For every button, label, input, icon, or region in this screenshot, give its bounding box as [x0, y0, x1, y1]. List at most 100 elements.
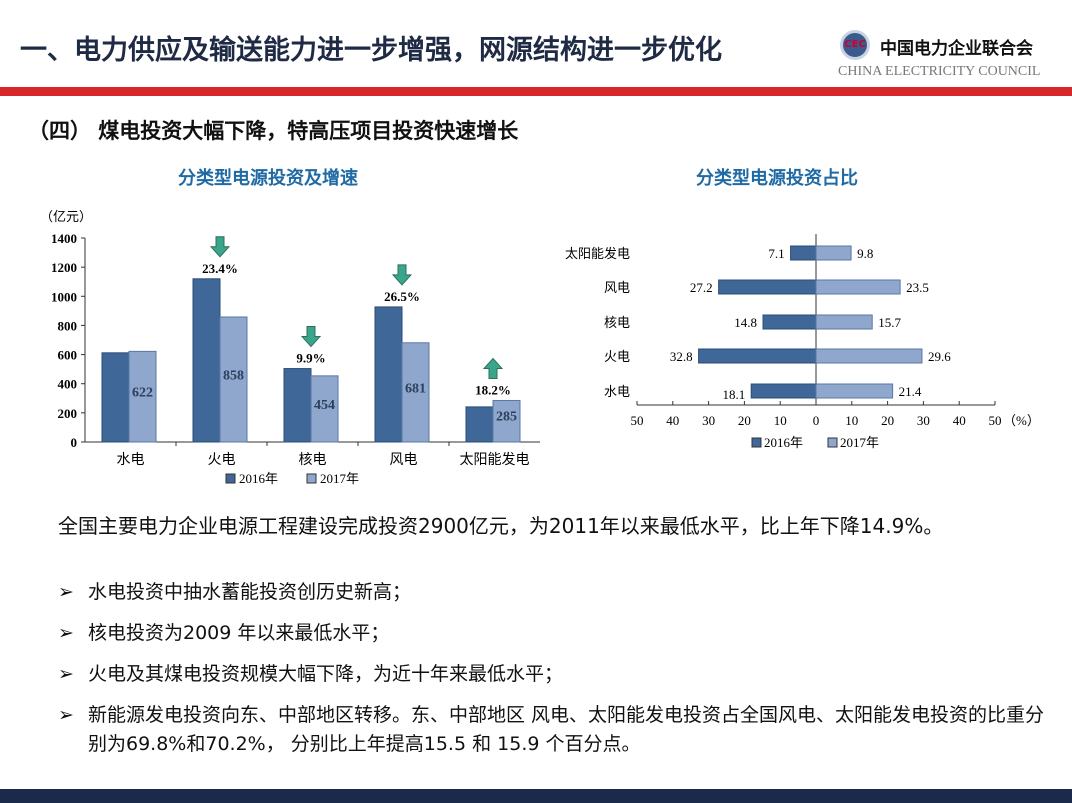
arrow-bullet-icon: ➢ — [58, 663, 74, 685]
bullet-text: 核电投资为2009 年以来最低水平； — [88, 622, 390, 644]
y-category-label: 核电 — [604, 316, 630, 331]
x-tick-label: 水电 — [117, 452, 145, 468]
bullet-text: 新能源发电投资向东、中部地区转移。东、中部地区 风电、太阳能发电投资占全国风电、… — [88, 704, 1045, 755]
x-tick-label: 30 — [702, 413, 715, 428]
bar-label-2017: 622 — [132, 386, 153, 401]
bar-label-2017: 29.6 — [928, 349, 951, 364]
x-tick-label: 50 — [989, 413, 1002, 428]
arrow-down-icon — [209, 236, 231, 258]
x-tick-label: 核电 — [299, 452, 327, 468]
bar-label-2017: 858 — [223, 368, 244, 383]
legend-label-2017: 2017年 — [840, 435, 879, 450]
bar-2016 — [101, 352, 130, 443]
bar-2016 — [750, 383, 817, 399]
y-tick-label: 1200 — [51, 260, 77, 275]
x-tick-label: 10 — [774, 413, 787, 428]
bar-2017 — [492, 399, 521, 443]
cec-logo: CEC 中国电力企业联合会 CHINA ELECTRICITY COUNCIL — [838, 28, 1063, 83]
x-tick-label: 40 — [953, 413, 966, 428]
y-category-label: 火电 — [604, 350, 630, 365]
logo-cn: 中国电力企业联合会 — [880, 39, 1033, 59]
bullet-list: ➢ 水电投资中抽水蓄能投资创历史新高； ➢ 核电投资为2009 年以来最低水平； ➢… — [58, 578, 1048, 771]
summary-text: 全国主要电力企业电源工程建设完成投资2900亿元，为2011年以来最低水平，比上… — [58, 514, 944, 538]
x-tick-label: 太阳能发电 — [460, 452, 530, 468]
chart2-title: 分类型电源投资占比 — [696, 168, 858, 189]
bar-label-2017: 681 — [405, 381, 426, 396]
logo-en: CHINA ELECTRICITY COUNCIL — [838, 64, 1041, 79]
legend-swatch-2016 — [751, 437, 762, 448]
legend-swatch-2017 — [306, 473, 317, 484]
bar-2017 — [815, 314, 873, 330]
x-tick-label: 0 — [813, 413, 820, 428]
bar-label-2016: 7.1 — [768, 246, 784, 261]
bullet-item: ➢ 水电投资中抽水蓄能投资创历史新高； — [58, 578, 1048, 607]
slide-title: 一、电力供应及输送能力进一步增强，网源结构进一步优化 — [20, 35, 722, 66]
bar-2016 — [790, 245, 817, 261]
bar-2016 — [718, 279, 817, 295]
bar-2017 — [401, 342, 430, 443]
arrow-bullet-icon: ➢ — [58, 704, 74, 726]
x-tick-label: 火电 — [208, 452, 236, 468]
legend-label-2016: 2016年 — [239, 471, 278, 486]
header-divider — [0, 87, 1072, 96]
bar-label-2016: 14.8 — [734, 315, 757, 330]
bar-label-2017: 23.5 — [906, 280, 929, 295]
section-subtitle: （四） 煤电投资大幅下降，特高压项目投资快速增长 — [28, 119, 519, 143]
x-tick-label: 20 — [738, 413, 751, 428]
legend-label-2017: 2017年 — [320, 471, 359, 486]
chart1-title: 分类型电源投资及增速 — [178, 168, 358, 189]
growth-label: 18.2% — [475, 382, 511, 397]
y-tick-label: 800 — [58, 318, 78, 333]
x-tick-label: 风电 — [390, 452, 418, 468]
y-category-label: 太阳能发电 — [565, 246, 630, 262]
bullet-text: 火电及其煤电投资规模大幅下降，为近十年来最低水平； — [88, 663, 564, 685]
arrow-down-icon — [300, 326, 322, 348]
x-tick-label: 30 — [917, 413, 930, 428]
arrow-up-icon — [482, 357, 504, 379]
bar-label-2017: 21.4 — [899, 384, 922, 399]
y-tick-label: 200 — [58, 406, 78, 421]
growth-label: 23.4% — [202, 261, 238, 276]
y-category-label: 风电 — [604, 281, 630, 296]
bullet-item: ➢ 火电及其煤电投资规模大幅下降，为近十年来最低水平； — [58, 660, 1048, 689]
bar-2016 — [698, 348, 817, 364]
legend-swatch-2017 — [827, 437, 838, 448]
bar-2016 — [374, 306, 403, 443]
x-axis-unit: （%） — [1003, 413, 1040, 428]
arrow-bullet-icon: ➢ — [58, 622, 74, 644]
x-tick-label: 10 — [845, 413, 858, 428]
growth-label: 9.9% — [296, 351, 325, 366]
y-tick-label: 1000 — [51, 289, 77, 304]
bullet-item: ➢ 核电投资为2009 年以来最低水平； — [58, 619, 1048, 648]
bar-label-2017: 9.8 — [857, 246, 873, 261]
cec-seal-icon: CEC — [840, 30, 870, 60]
y-axis-unit: （亿元） — [40, 209, 92, 224]
bar-2016 — [465, 406, 494, 443]
bullet-item: ➢ 新能源发电投资向东、中部地区转移。东、中部地区 风电、太阳能发电投资占全国风电… — [58, 701, 1048, 759]
y-tick-label: 600 — [58, 348, 78, 363]
x-tick-label: 50 — [631, 413, 644, 428]
bar-label-2017: 285 — [496, 409, 517, 424]
bar-2017 — [815, 383, 894, 399]
footer-bar — [0, 789, 1072, 803]
legend-label-2016: 2016年 — [764, 435, 803, 450]
bar-label-2017: 454 — [314, 398, 335, 413]
bar-2017 — [219, 316, 248, 443]
bar-2016 — [192, 278, 221, 443]
bar-2017 — [310, 375, 339, 443]
y-tick-label: 400 — [58, 377, 78, 392]
bar-2017 — [815, 279, 901, 295]
bar-label-2017: 15.7 — [878, 315, 901, 330]
x-tick-label: 40 — [666, 413, 679, 428]
y-tick-label: 0 — [71, 435, 78, 450]
bar-2017 — [815, 348, 923, 364]
bar-label-2016: 32.8 — [670, 349, 693, 364]
x-tick-label: 20 — [881, 413, 894, 428]
legend-swatch-2016 — [225, 473, 236, 484]
y-tick-label: 1400 — [51, 231, 77, 246]
arrow-bullet-icon: ➢ — [58, 581, 74, 603]
bullet-text: 水电投资中抽水蓄能投资创历史新高； — [88, 581, 412, 603]
bar-2016 — [762, 314, 817, 330]
bar-2017 — [815, 245, 852, 261]
